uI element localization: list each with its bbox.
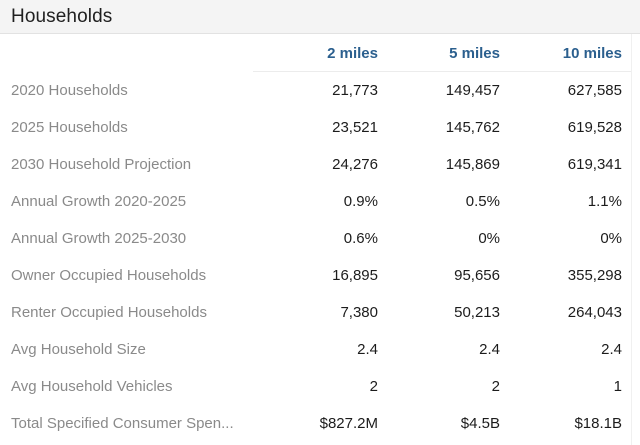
row-label: Renter Occupied Households xyxy=(11,304,207,321)
table-row: Annual Growth 2025-2030 0.6% 0% 0% xyxy=(0,220,632,257)
value-5-miles: 2.4 xyxy=(479,341,500,358)
table-row: 2020 Households 21,773 149,457 627,585 xyxy=(0,72,632,109)
value-10-miles: $18.1B xyxy=(574,415,622,432)
table-row: Annual Growth 2020-2025 0.9% 0.5% 1.1% xyxy=(0,183,632,220)
value-2-miles: 7,380 xyxy=(340,304,378,321)
value-2-miles: 0.6% xyxy=(343,230,378,247)
table-row: Owner Occupied Households 16,895 95,656 … xyxy=(0,257,632,294)
value-10-miles: 619,528 xyxy=(567,119,622,136)
row-label: Annual Growth 2020-2025 xyxy=(11,193,187,210)
row-label: Avg Household Vehicles xyxy=(11,378,173,395)
value-5-miles: $4.5B xyxy=(460,415,500,432)
table-header-row: 2 miles 5 miles 10 miles xyxy=(0,34,632,72)
value-5-miles: 149,457 xyxy=(445,82,500,99)
table-row: Avg Household Size 2.4 2.4 2.4 xyxy=(0,331,632,368)
row-label: 2030 Household Projection xyxy=(11,156,192,173)
value-5-miles: 2 xyxy=(491,378,500,395)
panel-header: Households xyxy=(0,0,640,34)
value-5-miles: 95,656 xyxy=(454,267,500,284)
value-2-miles: 2 xyxy=(369,378,378,395)
value-10-miles: 355,298 xyxy=(567,267,622,284)
value-2-miles: 2.4 xyxy=(357,341,378,358)
value-10-miles: 1.1% xyxy=(587,193,622,210)
panel-title: Households xyxy=(11,5,113,27)
value-10-miles: 619,341 xyxy=(567,156,622,173)
value-2-miles: 23,521 xyxy=(332,119,378,136)
value-10-miles: 1 xyxy=(613,378,622,395)
value-5-miles: 50,213 xyxy=(454,304,500,321)
value-10-miles: 0% xyxy=(600,230,622,247)
value-5-miles: 0.5% xyxy=(465,193,500,210)
table-row: Avg Household Vehicles 2 2 1 xyxy=(0,368,632,405)
value-5-miles: 0% xyxy=(478,230,500,247)
value-2-miles: 21,773 xyxy=(332,82,378,99)
value-5-miles: 145,869 xyxy=(445,156,500,173)
value-10-miles: 264,043 xyxy=(567,304,622,321)
value-2-miles: 24,276 xyxy=(332,156,378,173)
header-divider xyxy=(253,71,632,72)
row-label[interactable]: Total Specified Consumer Spen... xyxy=(11,415,234,432)
row-label: Owner Occupied Households xyxy=(11,267,207,284)
table-row: 2030 Household Projection 24,276 145,869… xyxy=(0,146,632,183)
table-row: Renter Occupied Households 7,380 50,213 … xyxy=(0,294,632,331)
value-5-miles: 145,762 xyxy=(445,119,500,136)
households-table: 2 miles 5 miles 10 miles 2020 Households… xyxy=(0,34,632,442)
value-10-miles: 2.4 xyxy=(601,341,622,358)
row-label: 2025 Households xyxy=(11,119,128,136)
column-header-2-miles[interactable]: 2 miles xyxy=(327,44,378,62)
column-header-10-miles[interactable]: 10 miles xyxy=(562,44,622,62)
table-row: 2025 Households 23,521 145,762 619,528 xyxy=(0,109,632,146)
row-label: Avg Household Size xyxy=(11,341,146,358)
value-2-miles: 0.9% xyxy=(343,193,378,210)
scrollbar-track[interactable] xyxy=(631,34,640,445)
table-row: Total Specified Consumer Spen... $827.2M… xyxy=(0,405,632,442)
column-header-5-miles[interactable]: 5 miles xyxy=(449,44,500,62)
row-label: Annual Growth 2025-2030 xyxy=(11,230,187,247)
value-10-miles: 627,585 xyxy=(567,82,622,99)
row-label: 2020 Households xyxy=(11,82,128,99)
value-2-miles: $827.2M xyxy=(319,415,378,432)
value-2-miles: 16,895 xyxy=(332,267,378,284)
